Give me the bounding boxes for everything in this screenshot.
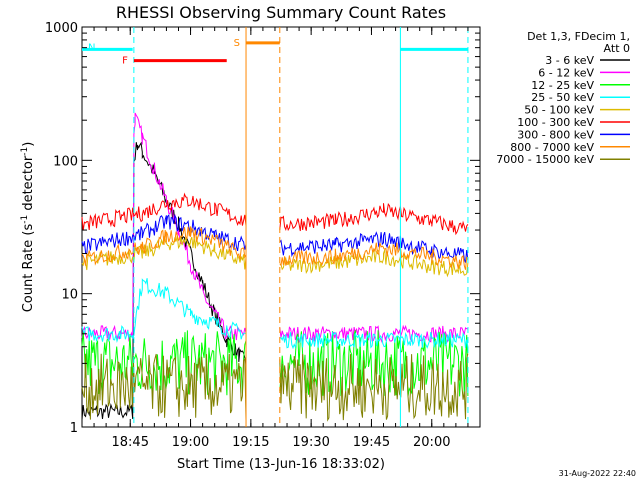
series-line xyxy=(81,353,469,422)
y-axis-label-main: Count Rate (s xyxy=(21,224,36,313)
annotation-label: S xyxy=(234,38,240,49)
footer-timestamp: 31-Aug-2022 22:40 xyxy=(559,469,636,478)
plot-area: N F S 18:45 19:00 19:15 19:30 19:45 20:00 1 10 10… xyxy=(45,21,481,450)
vline-layer xyxy=(133,27,469,427)
x-tick-label: 20:00 xyxy=(413,435,450,450)
y-axis-label-mid: detector xyxy=(21,155,36,215)
series-line xyxy=(81,278,469,350)
legend-entry-label: 100 - 300 keV xyxy=(517,116,594,129)
series-line xyxy=(81,226,469,270)
y-axis-label-sup1: -1 xyxy=(20,215,30,224)
legend-entry-label: 3 - 6 keV xyxy=(545,54,594,67)
x-tick-label: 19:30 xyxy=(292,435,329,450)
legend-entry-label: 50 - 100 keV xyxy=(524,104,594,117)
legend-entry-label: 25 - 50 keV xyxy=(531,91,594,104)
y-tick-label: 10 xyxy=(61,288,78,303)
legend-entry-label: 300 - 800 keV xyxy=(517,128,594,141)
legend-entry-label: 12 - 25 keV xyxy=(531,79,594,92)
y-tick-label: 1000 xyxy=(45,21,78,36)
series-line xyxy=(81,112,468,344)
series-line xyxy=(81,141,247,420)
legend-entry-label: 800 - 7000 keV xyxy=(510,141,594,154)
legend-entry-label: 7000 - 15000 keV xyxy=(496,153,594,166)
chart-title: RHESSI Observing Summary Count Rates xyxy=(116,3,446,22)
x-tick-label: 19:00 xyxy=(172,435,209,450)
x-axis: 18:45 19:00 19:15 19:30 19:45 20:00 xyxy=(93,27,469,450)
annotation-label: F xyxy=(122,56,128,67)
series-line xyxy=(81,192,469,236)
legend-header-line1: Det 1,3, FDecim 1, xyxy=(527,30,630,43)
legend-entry-label: 6 - 12 keV xyxy=(538,66,594,79)
x-axis-label: Start Time (13-Jun-16 18:33:02) xyxy=(177,457,385,472)
x-tick-label: 18:45 xyxy=(112,435,149,450)
y-axis-label: Count Rate (s-1 detector-1) xyxy=(20,142,36,313)
y-axis-label-sup2: -1 xyxy=(20,147,30,156)
annotation-layer: N F S xyxy=(82,38,468,67)
y-tick-label: 1 xyxy=(70,421,78,436)
series-layer xyxy=(81,112,469,422)
plot-frame xyxy=(81,26,481,428)
series-line xyxy=(81,213,469,263)
legend-header-line2: Att 0 xyxy=(604,42,630,55)
annotation-label: N xyxy=(88,42,95,53)
y-tick-label: 100 xyxy=(53,154,78,169)
y-axis-label-end: ) xyxy=(21,142,36,147)
x-tick-label: 19:45 xyxy=(353,435,390,450)
y-axis: 1 10 100 1000 xyxy=(45,21,480,436)
series-line xyxy=(81,235,469,278)
x-tick-label: 19:15 xyxy=(232,435,269,450)
